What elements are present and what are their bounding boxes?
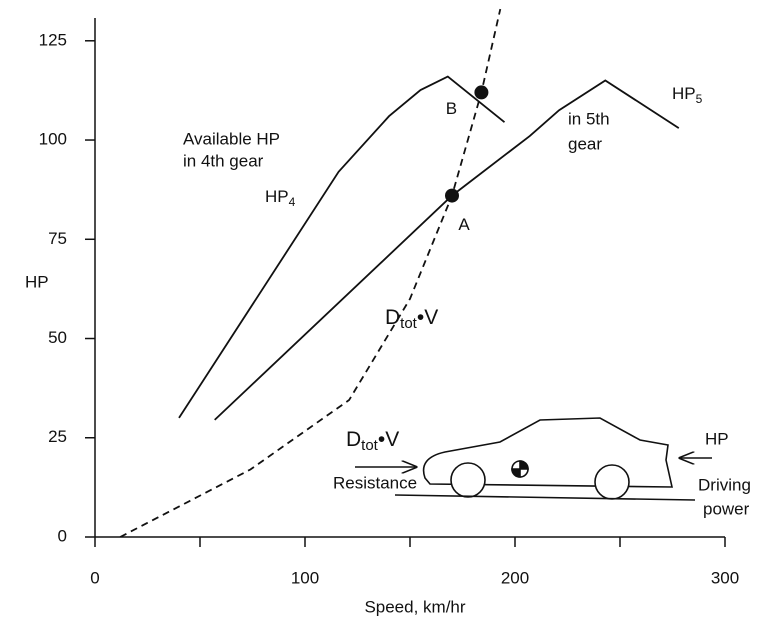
annotation: power [703, 499, 750, 518]
x-tick-label: 200 [501, 568, 529, 587]
point [474, 85, 489, 100]
annotation: Resistance [333, 473, 417, 492]
y-tick-label: 0 [58, 526, 67, 545]
y-tick-label: 125 [39, 30, 67, 49]
y-axis-label: HP [25, 272, 49, 291]
x-tick-label: 100 [291, 568, 319, 587]
x-tick-label: 300 [711, 568, 739, 587]
y-tick-label: 50 [48, 328, 67, 347]
point-label: B [446, 99, 457, 118]
x-axis-label: Speed, km/hr [364, 597, 465, 616]
y-tick-label: 100 [39, 130, 67, 149]
annotation: HP4 [265, 187, 296, 209]
annotation: Dtot•V [346, 428, 399, 454]
annotation: Dtot•V [385, 306, 438, 332]
y-tick-label: 75 [48, 229, 67, 248]
car-drawing [355, 417, 712, 501]
annotation: HP5 [672, 84, 703, 106]
annotation: gear [568, 134, 602, 153]
x-tick-label: 0 [90, 568, 99, 587]
annotation: Driving [698, 475, 751, 494]
y-tick-label: 25 [48, 427, 67, 446]
line [214, 79, 680, 421]
point [445, 188, 459, 203]
line [178, 75, 506, 419]
annotation: in 4th gear [183, 151, 264, 170]
line [119, 8, 502, 537]
annotation: Available HP [183, 129, 280, 148]
annotation: in 5th [568, 109, 610, 128]
annotation: HP [705, 429, 729, 448]
point-label: A [458, 215, 470, 234]
